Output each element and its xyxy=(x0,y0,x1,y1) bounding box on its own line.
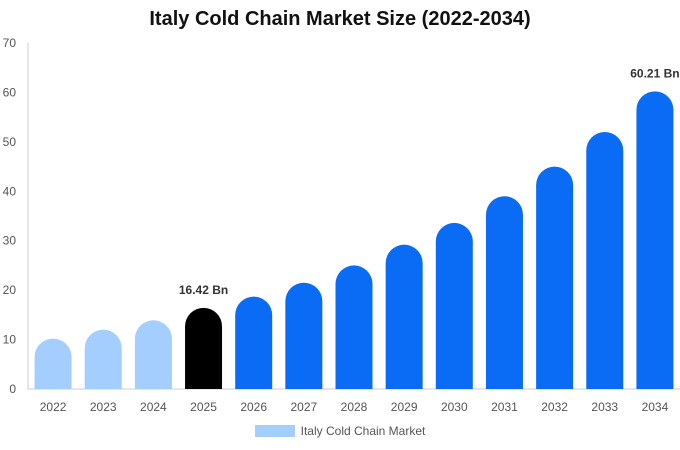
x-tick-label: 2034 xyxy=(642,400,669,414)
bar-2032[interactable] xyxy=(536,166,574,389)
x-tick-label: 2028 xyxy=(341,400,368,414)
x-tick-label: 2031 xyxy=(491,400,518,414)
x-tick-label: 2030 xyxy=(441,400,468,414)
bar-2028[interactable] xyxy=(335,265,373,389)
bar-2022[interactable] xyxy=(34,338,72,389)
x-tick-label: 2029 xyxy=(391,400,418,414)
y-tick-label: 20 xyxy=(3,283,17,297)
x-tick-label: 2032 xyxy=(541,400,568,414)
bar-2027[interactable] xyxy=(285,282,323,389)
x-tick-label: 2022 xyxy=(40,400,67,414)
legend[interactable]: Italy Cold Chain Market xyxy=(0,424,680,438)
x-tick-label: 2026 xyxy=(240,400,267,414)
data-label: 60.21 Bn xyxy=(630,66,679,80)
bar-2033[interactable] xyxy=(586,131,624,389)
bar-2026[interactable] xyxy=(235,296,273,389)
x-tick-label: 2025 xyxy=(190,400,217,414)
y-tick-label: 0 xyxy=(9,382,16,396)
bar-2031[interactable] xyxy=(485,196,523,389)
y-tick-label: 70 xyxy=(3,36,17,50)
x-tick-label: 2027 xyxy=(290,400,317,414)
bar-2030[interactable] xyxy=(435,222,473,389)
bar-2023[interactable] xyxy=(84,329,122,389)
bar-2029[interactable] xyxy=(385,244,423,389)
bar-2024[interactable] xyxy=(134,320,172,389)
y-tick-label: 10 xyxy=(3,333,17,347)
chart-title: Italy Cold Chain Market Size (2022-2034) xyxy=(149,8,531,30)
bar-2025[interactable] xyxy=(185,307,223,389)
x-tick-label: 2024 xyxy=(140,400,167,414)
y-tick-label: 30 xyxy=(3,234,17,248)
y-tick-label: 60 xyxy=(3,85,17,99)
x-tick-label: 2033 xyxy=(591,400,618,414)
legend-swatch xyxy=(254,425,295,437)
y-tick-label: 40 xyxy=(3,184,17,198)
data-label: 16.42 Bn xyxy=(179,283,228,297)
x-tick-label: 2023 xyxy=(90,400,117,414)
legend-label: Italy Cold Chain Market xyxy=(300,424,426,438)
bar-2034[interactable] xyxy=(636,91,674,390)
y-tick-label: 50 xyxy=(3,135,17,149)
